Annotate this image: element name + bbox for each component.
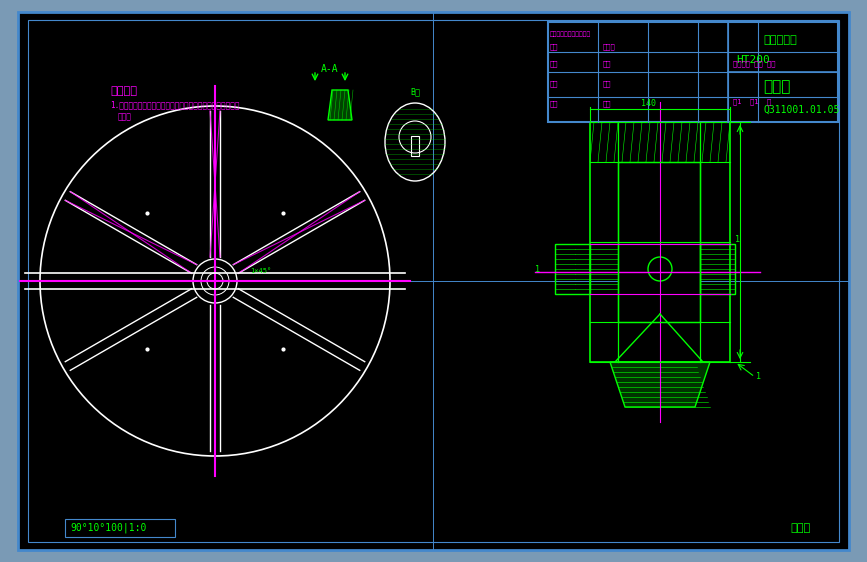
Bar xyxy=(618,162,700,322)
Text: 描图: 描图 xyxy=(603,81,611,87)
Text: 审核: 审核 xyxy=(550,81,558,87)
Bar xyxy=(411,136,419,156)
Text: 140: 140 xyxy=(641,99,655,108)
Text: 共1  第1  页: 共1 第1 页 xyxy=(733,99,772,105)
Text: A-A: A-A xyxy=(321,64,339,74)
Text: 装配厂: 装配厂 xyxy=(790,523,811,533)
Text: 标准化: 标准化 xyxy=(603,44,616,51)
Text: 90°10°100|1:0: 90°10°100|1:0 xyxy=(70,523,147,533)
Text: 1×45°: 1×45° xyxy=(250,268,271,274)
Text: 1: 1 xyxy=(535,265,540,274)
Text: 缺陷。: 缺陷。 xyxy=(118,112,132,121)
Text: 技术要求: 技术要求 xyxy=(110,86,137,96)
Bar xyxy=(548,22,838,122)
Text: Q311001.01.05: Q311001.01.05 xyxy=(763,105,839,115)
Text: HT200: HT200 xyxy=(736,55,770,65)
Text: 审核拟制日期文件夹编号: 审核拟制日期文件夹编号 xyxy=(550,31,591,37)
Text: 工艺: 工艺 xyxy=(603,61,611,67)
Polygon shape xyxy=(328,90,352,120)
Text: 1: 1 xyxy=(735,235,740,244)
Text: 设计: 设计 xyxy=(550,44,558,51)
Text: 描图校对 定稿 比例: 描图校对 定稿 比例 xyxy=(733,61,775,67)
Bar xyxy=(700,244,735,294)
Text: 审批: 审批 xyxy=(550,61,558,67)
Text: 鼓风轮: 鼓风轮 xyxy=(763,79,791,94)
Polygon shape xyxy=(610,362,710,407)
Text: B部: B部 xyxy=(410,87,420,96)
Text: 批准: 批准 xyxy=(603,101,611,107)
Text: 1: 1 xyxy=(756,372,761,381)
Text: 基础工学院: 基础工学院 xyxy=(763,35,797,45)
Text: 工艺: 工艺 xyxy=(550,101,558,107)
Bar xyxy=(65,519,175,537)
Bar xyxy=(555,244,590,294)
Bar xyxy=(590,122,730,362)
Text: 1.铸件不允许存在裂缝等影响使用的砂眼、疏松、夹渣等铸造: 1.铸件不允许存在裂缝等影响使用的砂眼、疏松、夹渣等铸造 xyxy=(110,100,239,109)
